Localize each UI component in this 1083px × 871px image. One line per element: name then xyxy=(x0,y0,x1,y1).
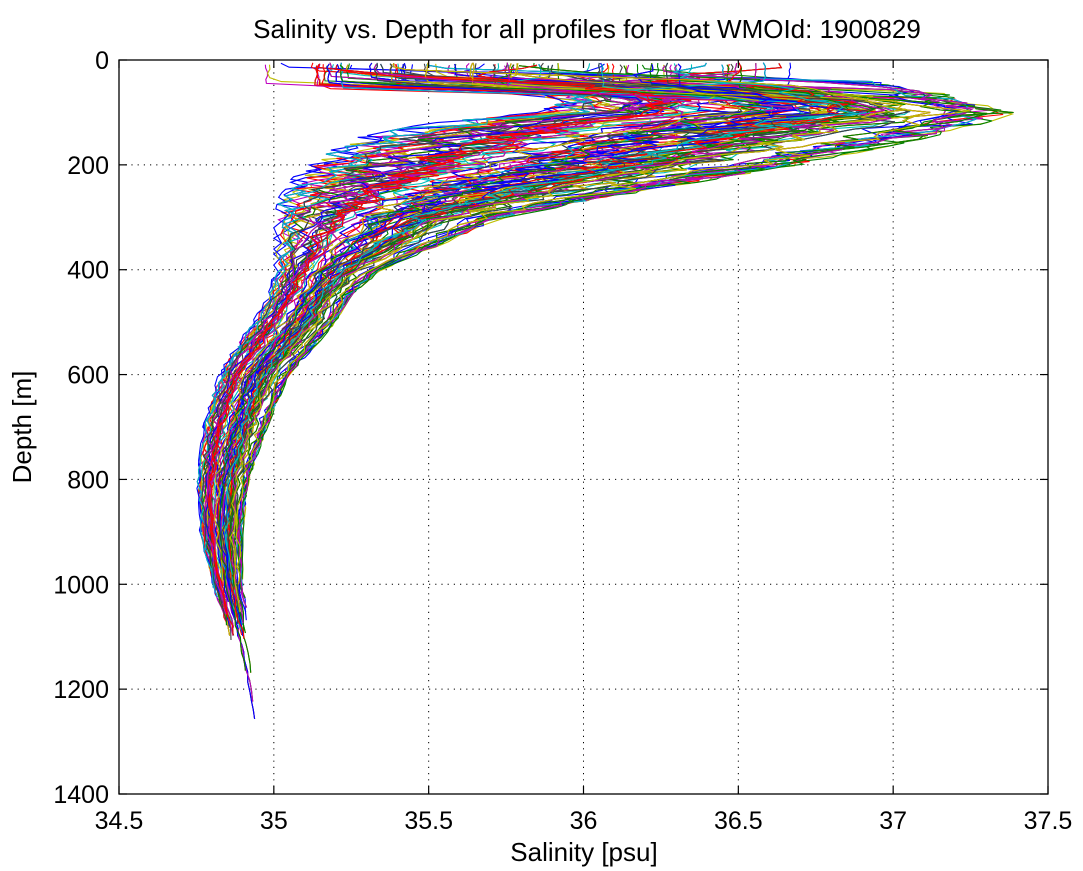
y-tick-label: 200 xyxy=(67,152,109,180)
x-tick-label: 34.5 xyxy=(95,807,144,835)
x-tick-label: 37 xyxy=(879,807,907,835)
x-tick-label: 36.5 xyxy=(714,807,763,835)
axis-ticks xyxy=(118,59,1049,795)
salinity-profile-line xyxy=(234,65,988,583)
salinity-profile-line xyxy=(208,64,664,636)
chart-title: Salinity vs. Depth for all profiles for … xyxy=(253,14,921,44)
salinity-profile-line xyxy=(218,64,766,671)
y-tick-label: 1400 xyxy=(53,781,109,809)
x-axis-title: Salinity [psu] xyxy=(510,837,657,867)
y-tick-label: 1000 xyxy=(53,571,109,599)
salinity-profile-line xyxy=(196,63,577,584)
x-tick-label: 37.5 xyxy=(1024,807,1073,835)
salinity-profile-line xyxy=(196,64,593,588)
y-tick-label: 1200 xyxy=(53,676,109,704)
salinity-profile-line xyxy=(219,63,796,629)
x-tick-label: 36 xyxy=(570,807,598,835)
salinity-profile-line xyxy=(229,63,908,613)
salinity-profile-line xyxy=(235,62,970,585)
salinity-profile-line xyxy=(214,62,746,602)
salinity-profile-line xyxy=(213,63,751,582)
salinity-profile-line xyxy=(231,64,892,624)
x-tick-label: 35 xyxy=(260,807,288,835)
y-axis-tick-labels: 0 200 400 600 800 1000 1200 1400 xyxy=(53,47,109,809)
y-tick-label: 0 xyxy=(95,47,109,75)
salinity-profile-line xyxy=(207,64,664,617)
y-tick-label: 400 xyxy=(67,257,109,285)
x-axis-tick-labels: 34.5 35 35.5 36 36.5 37 37.5 xyxy=(95,807,1073,835)
y-axis-title: Depth [m] xyxy=(7,371,37,484)
salinity-profile-line xyxy=(203,63,639,615)
y-tick-label: 800 xyxy=(67,466,109,494)
profile-lines xyxy=(196,62,1015,719)
salinity-profile-line xyxy=(201,62,620,621)
salinity-profile-line xyxy=(224,62,858,575)
salinity-profile-line xyxy=(229,63,884,619)
y-tick-label: 600 xyxy=(67,362,109,390)
salinity-profile-line xyxy=(206,62,792,627)
x-tick-label: 35.5 xyxy=(404,807,453,835)
grid-lines xyxy=(119,60,1048,794)
